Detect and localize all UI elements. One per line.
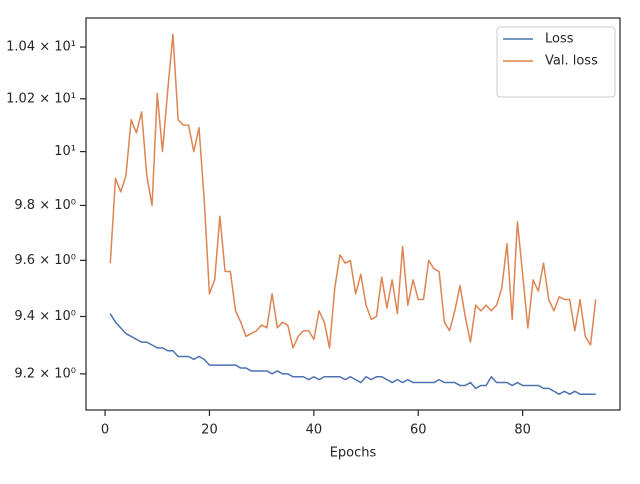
legend-label: Val. loss [545, 54, 598, 69]
x-tick-label: 60 [410, 423, 427, 438]
y-tick-label: 1.02 × 10¹ [6, 91, 76, 106]
y-tick-label: 9.2 × 10⁰ [14, 366, 76, 381]
y-tick-label: 9.8 × 10⁰ [14, 198, 76, 213]
x-tick-label: 80 [514, 423, 531, 438]
x-axis-label: Epochs [330, 446, 377, 461]
legend-label: Loss [545, 32, 574, 47]
line-series [109, 33, 597, 349]
y-tick-label: 9.6 × 10⁰ [14, 253, 76, 268]
x-tick-label: 20 [201, 423, 218, 438]
y-tick-label: 9.4 × 10⁰ [14, 309, 76, 324]
axes-frame [85, 17, 621, 411]
y-tick-label: 1.04 × 10¹ [6, 40, 76, 55]
line-series [109, 313, 596, 395]
x-tick-label: 40 [306, 423, 323, 438]
y-tick-label: 10¹ [54, 144, 76, 159]
legend-box [496, 26, 616, 98]
x-tick-label: 0 [101, 423, 109, 438]
